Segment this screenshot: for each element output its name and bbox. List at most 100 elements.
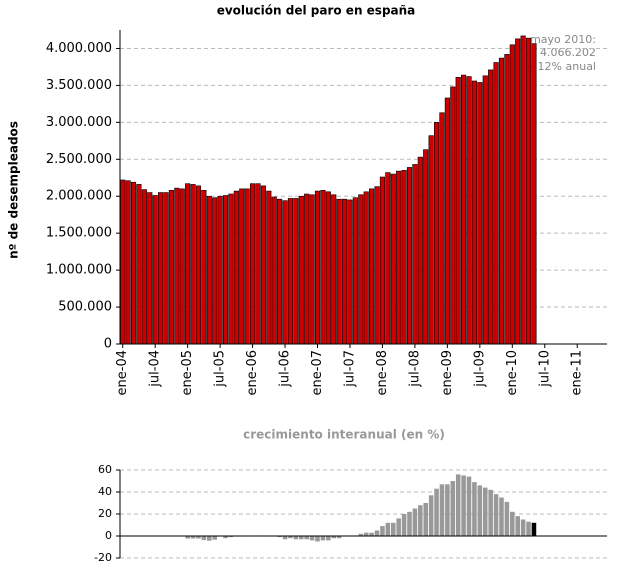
bar bbox=[195, 185, 202, 345]
bar bbox=[206, 195, 212, 345]
bar bbox=[531, 43, 537, 345]
bar bbox=[499, 497, 504, 536]
bar bbox=[455, 474, 461, 536]
bar bbox=[510, 511, 515, 536]
bar bbox=[320, 190, 326, 345]
bar bbox=[488, 489, 493, 536]
chart-title: evolución del paro en españa bbox=[217, 4, 416, 18]
bar bbox=[455, 76, 461, 345]
bar bbox=[185, 183, 191, 345]
bar bbox=[423, 149, 429, 345]
bar bbox=[320, 536, 326, 541]
bar bbox=[266, 190, 272, 345]
bar bbox=[520, 519, 526, 536]
bar bbox=[417, 156, 423, 345]
bar bbox=[428, 135, 434, 345]
x-tick-label: jul-10 bbox=[537, 350, 552, 388]
bar bbox=[504, 501, 510, 536]
bar bbox=[358, 194, 364, 345]
bar bbox=[141, 189, 147, 345]
y-tick-label: 0 bbox=[104, 337, 112, 352]
y-tick-label: 2.000.000 bbox=[46, 189, 112, 204]
bar bbox=[331, 194, 337, 345]
x-tick-label: jul-07 bbox=[342, 350, 357, 388]
bar bbox=[472, 482, 477, 536]
bar bbox=[223, 536, 228, 539]
bar bbox=[396, 518, 401, 536]
bar bbox=[515, 516, 520, 536]
x-tick-label: jul-08 bbox=[407, 350, 422, 388]
y-tick-label: 60 bbox=[98, 463, 112, 476]
bar bbox=[282, 200, 288, 345]
bar bbox=[190, 536, 196, 539]
bar bbox=[428, 495, 434, 536]
bar bbox=[282, 536, 288, 540]
x-tick-label: ene-04 bbox=[115, 350, 130, 395]
bar bbox=[531, 522, 537, 536]
bar bbox=[304, 536, 309, 540]
bar bbox=[390, 522, 396, 536]
bar bbox=[369, 532, 374, 536]
x-tick-label: ene-06 bbox=[245, 350, 260, 395]
bar bbox=[482, 75, 488, 345]
bar bbox=[352, 197, 358, 345]
annotation: +12% anual bbox=[528, 60, 596, 73]
bar bbox=[461, 74, 467, 345]
bar bbox=[196, 536, 201, 539]
y-tick-label: 500.000 bbox=[58, 300, 112, 315]
bar bbox=[498, 57, 505, 345]
bar bbox=[287, 198, 294, 345]
bar bbox=[509, 44, 515, 345]
x-tick-label: jul-04 bbox=[148, 350, 163, 388]
bar bbox=[228, 536, 234, 538]
y-tick-label: -20 bbox=[94, 551, 112, 564]
bar bbox=[277, 536, 282, 538]
bar bbox=[471, 80, 478, 345]
bar bbox=[515, 38, 521, 345]
bar bbox=[277, 198, 283, 345]
bar bbox=[374, 186, 380, 345]
y-tick-label: 0 bbox=[105, 529, 112, 542]
bar bbox=[239, 188, 245, 345]
bar bbox=[358, 533, 364, 536]
bar bbox=[255, 183, 261, 345]
x-tick-label: jul-06 bbox=[278, 350, 293, 388]
bar bbox=[130, 181, 137, 345]
bar bbox=[380, 526, 385, 536]
bar bbox=[304, 193, 310, 345]
bar bbox=[526, 521, 531, 536]
bar bbox=[147, 192, 153, 345]
bar bbox=[325, 191, 331, 345]
bar bbox=[271, 196, 277, 345]
bar bbox=[185, 536, 190, 539]
bar bbox=[504, 54, 510, 345]
bar bbox=[163, 192, 169, 345]
bar bbox=[390, 173, 396, 345]
bar bbox=[201, 536, 207, 541]
bar bbox=[212, 197, 218, 345]
y-tick-label: 40 bbox=[98, 485, 112, 498]
bar bbox=[466, 76, 472, 345]
y-tick-label: 20 bbox=[98, 507, 112, 520]
bar bbox=[488, 69, 494, 345]
bar bbox=[152, 195, 158, 345]
bar bbox=[450, 481, 456, 536]
bar bbox=[168, 190, 174, 345]
bar bbox=[396, 170, 402, 345]
bar bbox=[406, 167, 413, 345]
chart-title: crecimiento interanual (en %) bbox=[243, 428, 445, 442]
bar bbox=[520, 35, 526, 345]
bar bbox=[363, 191, 369, 345]
y-tick-label: 4.000.000 bbox=[46, 41, 112, 56]
bar bbox=[461, 475, 466, 536]
bar bbox=[379, 176, 386, 345]
bar bbox=[158, 192, 164, 345]
bar bbox=[347, 199, 353, 345]
bar bbox=[407, 511, 412, 536]
bar bbox=[125, 180, 131, 345]
bar bbox=[433, 122, 440, 345]
bar bbox=[309, 194, 315, 345]
bar bbox=[212, 536, 217, 540]
bar bbox=[482, 487, 488, 536]
